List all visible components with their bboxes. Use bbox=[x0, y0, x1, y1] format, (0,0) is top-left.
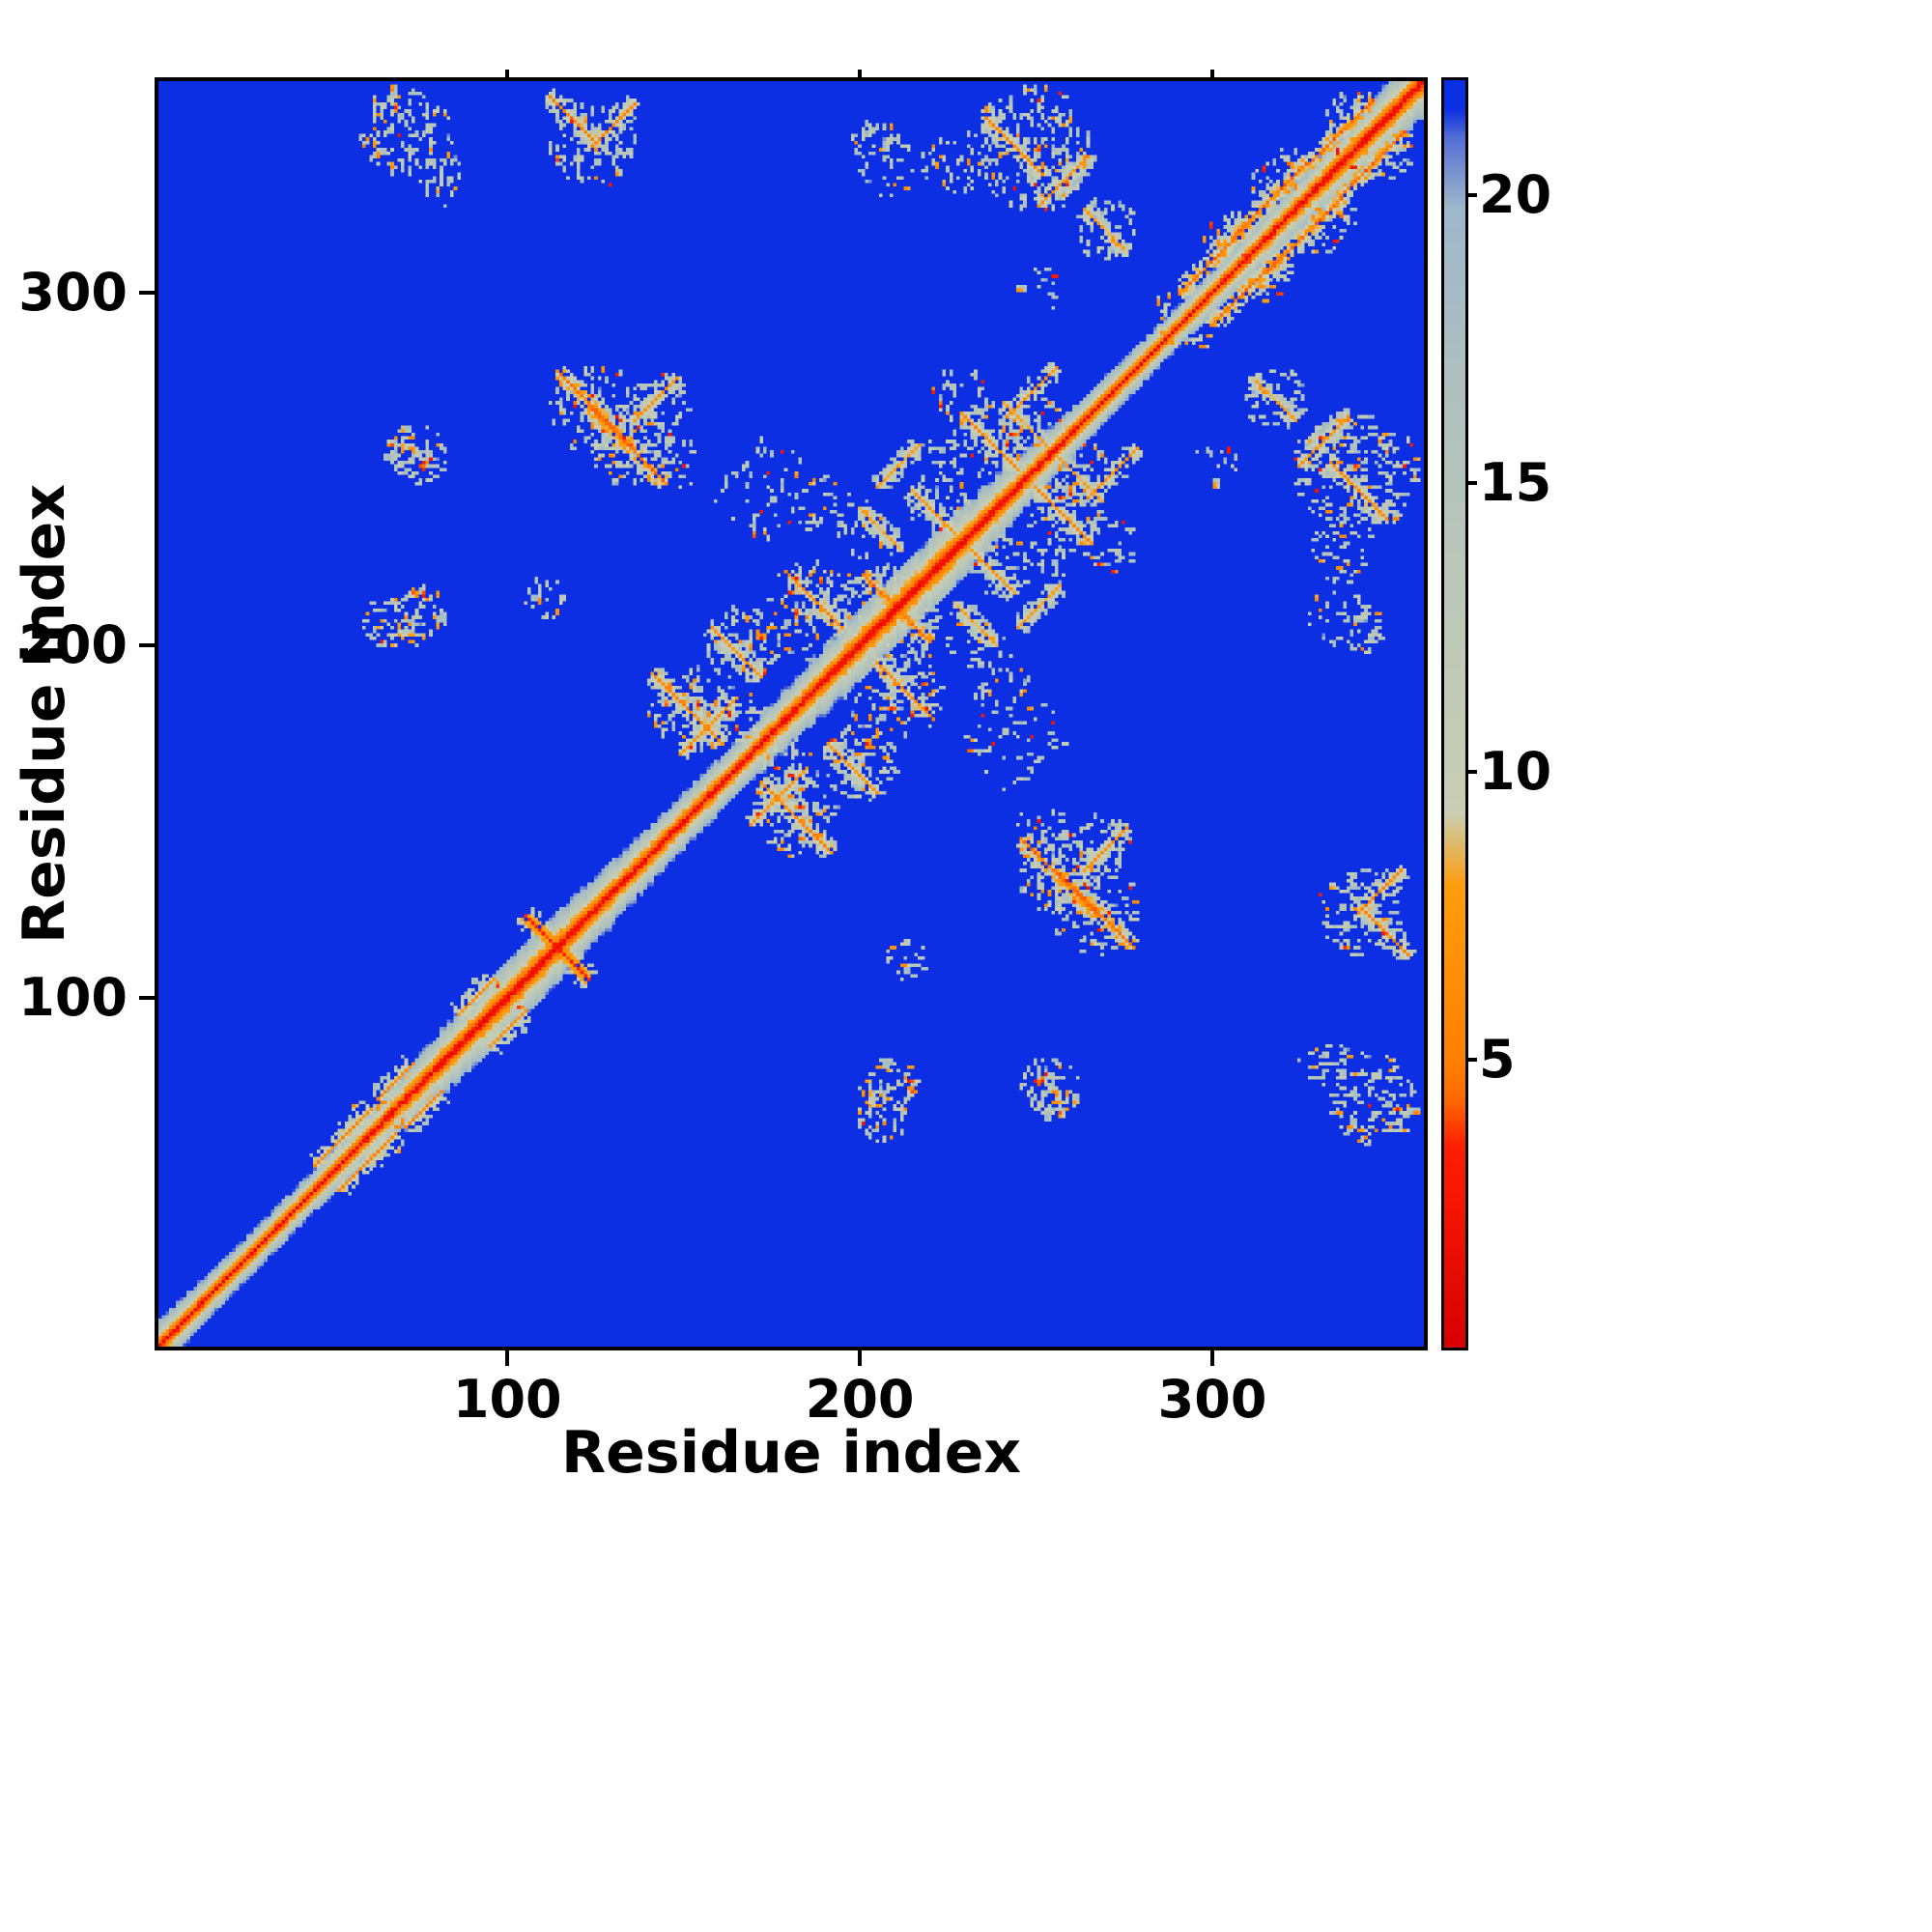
colorbar-tick-mark bbox=[1465, 1057, 1477, 1062]
y-tick-mark bbox=[139, 995, 158, 1000]
x-tick-label: 200 bbox=[805, 1369, 915, 1430]
y-tick-mark bbox=[139, 290, 158, 295]
heatmap-plot: 100 200 300 100 200 300 bbox=[18, 70, 1428, 1426]
y-tick-mark bbox=[139, 642, 158, 647]
y-tick-label: 200 bbox=[18, 613, 128, 675]
colorbar-tick-label: 15 bbox=[1479, 452, 1552, 514]
x-tick-label: 100 bbox=[452, 1369, 562, 1430]
colorbar: 5 10 15 20 bbox=[1441, 77, 1551, 1350]
x-tick-mark bbox=[1210, 1347, 1215, 1366]
colorbar-tick-mark bbox=[1465, 481, 1477, 486]
x-axis-label: Residue index bbox=[560, 1419, 1022, 1487]
x-tick-mark-top bbox=[1210, 70, 1215, 81]
colorbar-canvas bbox=[1444, 80, 1465, 1348]
colorbar-tick-label: 10 bbox=[1479, 740, 1552, 802]
x-tick-mark bbox=[505, 1347, 510, 1366]
x-tick-label: 300 bbox=[1157, 1369, 1267, 1430]
x-tick-mark-top bbox=[858, 70, 863, 81]
colorbar-tick-label: 20 bbox=[1479, 164, 1552, 226]
y-tick-label: 100 bbox=[18, 966, 128, 1028]
colorbar-tick-mark bbox=[1465, 193, 1477, 198]
heatmap-canvas bbox=[158, 81, 1424, 1347]
x-tick-mark-top bbox=[505, 70, 510, 81]
y-axis-label: Residue index bbox=[11, 483, 78, 945]
y-tick-label: 300 bbox=[18, 261, 128, 323]
x-tick-mark bbox=[858, 1347, 863, 1366]
colorbar-tick-label: 5 bbox=[1479, 1028, 1516, 1090]
colorbar-tick-mark bbox=[1465, 769, 1477, 774]
